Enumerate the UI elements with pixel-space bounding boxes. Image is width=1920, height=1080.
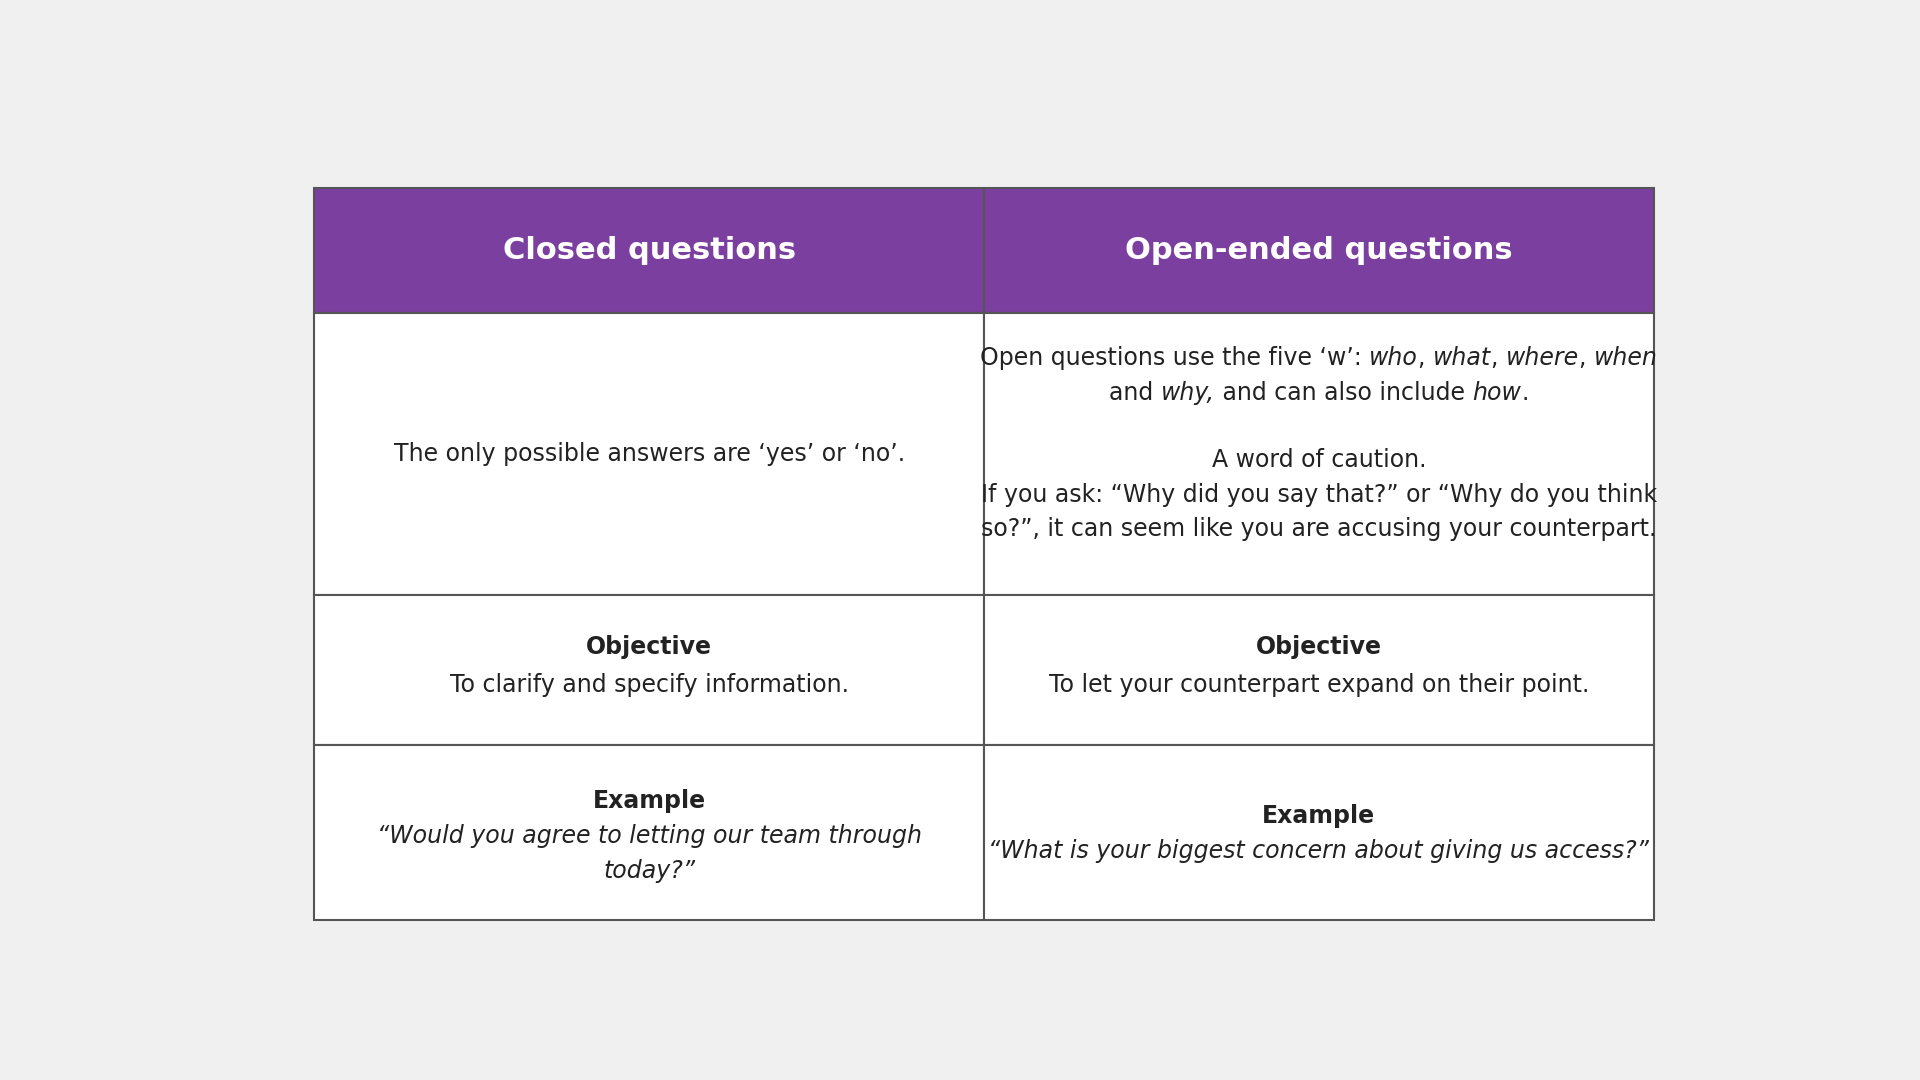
Text: Example: Example xyxy=(593,788,707,813)
Text: To let your counterpart expand on their point.: To let your counterpart expand on their … xyxy=(1048,673,1590,697)
Text: Open questions use the five ‘w’:: Open questions use the five ‘w’: xyxy=(979,347,1369,370)
Text: If you ask: “Why did you say that?” or “Why do you think: If you ask: “Why did you say that?” or “… xyxy=(981,483,1657,507)
Text: The only possible answers are ‘yes’ or ‘no’.: The only possible answers are ‘yes’ or ‘… xyxy=(394,442,904,465)
Text: who: who xyxy=(1369,347,1419,370)
Text: where: where xyxy=(1505,347,1578,370)
Text: why,: why, xyxy=(1162,381,1215,405)
FancyBboxPatch shape xyxy=(983,745,1653,920)
Text: .: . xyxy=(1521,381,1528,405)
Text: “Would you agree to letting our team through: “Would you agree to letting our team thr… xyxy=(376,824,922,848)
FancyBboxPatch shape xyxy=(983,595,1653,745)
Text: Objective: Objective xyxy=(586,635,712,659)
FancyBboxPatch shape xyxy=(315,745,983,920)
FancyBboxPatch shape xyxy=(983,188,1653,312)
Text: today?”: today?” xyxy=(603,859,695,882)
Text: A word of caution.: A word of caution. xyxy=(1212,447,1427,472)
Text: ,: , xyxy=(1492,347,1505,370)
Text: Objective: Objective xyxy=(1256,635,1382,659)
Text: what: what xyxy=(1432,347,1492,370)
FancyBboxPatch shape xyxy=(315,312,983,595)
Text: “What is your biggest concern about giving us access?”: “What is your biggest concern about givi… xyxy=(989,838,1649,863)
Text: Closed questions: Closed questions xyxy=(503,235,795,265)
FancyBboxPatch shape xyxy=(315,188,983,312)
Text: and can also include: and can also include xyxy=(1215,381,1473,405)
Text: Open-ended questions: Open-ended questions xyxy=(1125,235,1513,265)
Text: To clarify and specify information.: To clarify and specify information. xyxy=(449,673,849,697)
Text: ,: , xyxy=(1578,347,1594,370)
Text: ,: , xyxy=(1419,347,1432,370)
Text: so?”, it can seem like you are accusing your counterpart.: so?”, it can seem like you are accusing … xyxy=(981,517,1657,541)
Text: when: when xyxy=(1594,347,1657,370)
FancyBboxPatch shape xyxy=(315,595,983,745)
Text: how: how xyxy=(1473,381,1521,405)
FancyBboxPatch shape xyxy=(983,312,1653,595)
Text: and: and xyxy=(1110,381,1162,405)
Text: Example: Example xyxy=(1261,804,1375,827)
